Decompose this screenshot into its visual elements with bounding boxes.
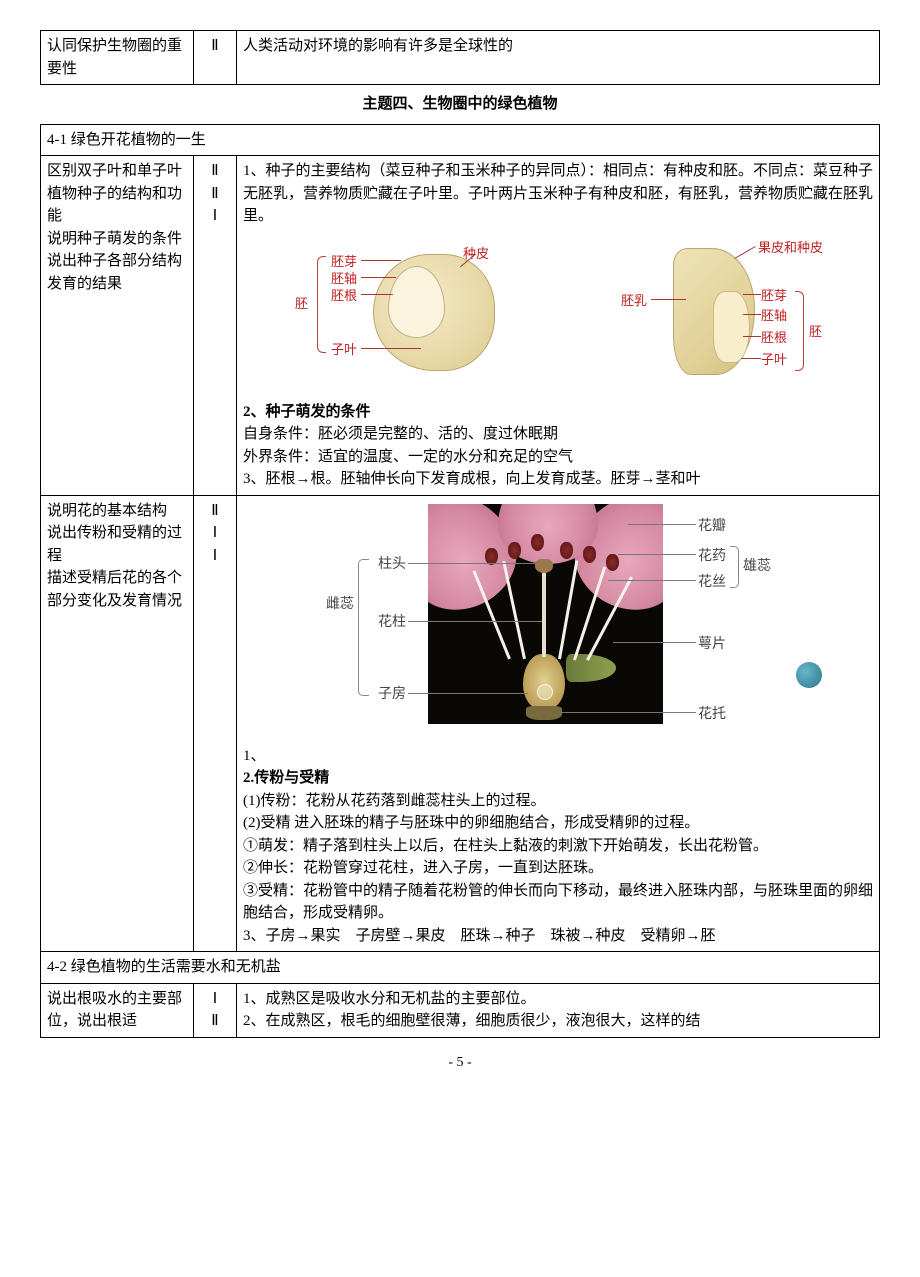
receptacle-shape: [526, 706, 562, 720]
section-4-1-row: 4-1 绿色开花植物的一生: [41, 124, 880, 156]
label-petal: 花瓣: [698, 516, 726, 537]
flower-n2c: ①萌发：精子落到柱头上以后，在柱头上黏液的刺激下开始萌发，长出花粉管。: [243, 835, 873, 858]
leader: [361, 277, 396, 278]
leader: [608, 580, 696, 581]
seed-levels: Ⅱ Ⅱ Ⅰ: [194, 156, 237, 496]
seed-p3: 3、胚根→根。胚轴伸长向下发育成根，向上发育成茎。胚芽→茎和叶: [243, 468, 873, 491]
label-stamen: 雄蕊: [743, 556, 771, 577]
anther: [606, 554, 619, 571]
brace-pistil: [358, 559, 369, 696]
section-4-2-title: 4-2 绿色植物的生活需要水和无机盐: [41, 952, 880, 984]
flower-n3: 3、子房→果实 子房壁→果皮 胚珠→种子 珠被→种皮 受精卵→胚: [243, 925, 873, 948]
root-content: 1、成熟区是吸收水分和无机盐的主要部位。 2、在成熟区，根毛的细胞壁很薄，细胞质…: [237, 983, 880, 1037]
leader: [734, 246, 755, 259]
flower-n2b: (2)受精 进入胚珠的精子与胚珠中的卵细胞结合，形成受精卵的过程。: [243, 812, 873, 835]
seed-row: 区别双子叶和单子叶植物种子的结构和功能 说明种子萌发的条件 说出种子各部分结构发…: [41, 156, 880, 496]
flower-n2t: 2.传粉与受精: [243, 767, 873, 790]
root-levels: Ⅰ Ⅱ: [194, 983, 237, 1037]
flower-n2a: (1)传粉：花粉从花药落到雌蕊柱头上的过程。: [243, 790, 873, 813]
leader: [408, 621, 542, 622]
leader: [361, 260, 401, 261]
row-biosphere: 认同保护生物圈的重要性 Ⅱ 人类活动对环境的影响有许多是全球性的: [41, 31, 880, 85]
leader: [743, 336, 761, 337]
seed-content: 1、种子的主要结构（菜豆种子和玉米种子的异同点）：相同点：有种皮和胚。不同点：菜…: [237, 156, 880, 496]
ovule-circle: [537, 684, 553, 700]
level-cell: Ⅱ: [194, 31, 237, 85]
anther: [583, 546, 596, 563]
leader: [628, 524, 696, 525]
root-p2: 2、在成熟区，根毛的细胞壁很薄，细胞质很少，液泡很大，这样的结: [243, 1010, 873, 1033]
ovary-shape: [523, 654, 565, 709]
leader: [361, 348, 421, 349]
leader: [743, 294, 761, 295]
seed-p2a: 自身条件：胚必须是完整的、活的、度过休眠期: [243, 423, 873, 446]
content-cell: 人类活动对环境的影响有许多是全球性的: [237, 31, 880, 85]
theme-row: 主题四、生物圈中的绿色植物: [41, 85, 880, 125]
label-endosperm: 胚乳: [621, 291, 647, 311]
style-shape: [542, 569, 546, 657]
label-embryo-corn: 胚: [809, 322, 822, 342]
stigma-shape: [535, 559, 553, 573]
root-row: 说出根吸水的主要部位，说出根适 Ⅰ Ⅱ 1、成熟区是吸收水分和无机盐的主要部位。…: [41, 983, 880, 1037]
seed-diagrams: 胚 胚芽 胚轴 胚根 子叶 种皮 果皮和种皮 胚乳: [243, 236, 873, 391]
leader: [618, 554, 696, 555]
label-ovary: 子房: [378, 684, 406, 705]
root-objectives: 说出根吸水的主要部位，说出根适: [41, 983, 194, 1037]
label-radicle: 胚根: [331, 286, 357, 306]
leader: [408, 563, 535, 564]
label-plumule-c: 胚芽: [761, 286, 787, 306]
label-pericarp: 果皮和种皮: [758, 238, 823, 258]
seed-objectives: 区别双子叶和单子叶植物种子的结构和功能 说明种子萌发的条件 说出种子各部分结构发…: [41, 156, 194, 496]
brace-stamen: [730, 546, 739, 588]
blue-dot-icon: [796, 662, 822, 688]
anther: [508, 542, 521, 559]
label-style: 花柱: [378, 612, 406, 633]
corn-seed-diagram: 果皮和种皮 胚乳 胚 胚芽 胚轴 胚根 子叶: [603, 236, 833, 391]
flower-n2d: ②伸长：花粉管穿过花柱，进入子房，一直到达胚珠。: [243, 857, 873, 880]
seed-p2-title: 2、种子萌发的条件: [243, 401, 873, 424]
label-stigma: 柱头: [378, 554, 406, 575]
anther: [560, 542, 573, 559]
label-embryo: 胚: [295, 294, 308, 314]
label-axis-c: 胚轴: [761, 306, 787, 326]
leader: [651, 299, 686, 300]
label-anther: 花药: [698, 546, 726, 567]
flower-row: 说明花的基本结构 说出传粉和受精的过程 描述受精后花的各个部分变化及发育情况 Ⅱ…: [41, 495, 880, 952]
label-pistil: 雌蕊: [326, 594, 354, 615]
page-number: - 5 -: [40, 1052, 880, 1073]
corn-embryo-region: [713, 291, 750, 363]
leader: [743, 314, 761, 315]
page-container: 认同保护生物圈的重要性 Ⅱ 人类活动对环境的影响有许多是全球性的 主题四、生物圈…: [40, 30, 880, 1073]
leader: [560, 712, 696, 713]
leader: [741, 358, 761, 359]
label-sepal: 萼片: [698, 634, 726, 655]
flower-diagram-wrap: 雌蕊 柱头 花柱 子房 花瓣 花药 花丝 雄蕊 萼片 花托: [243, 504, 873, 739]
label-cotyledon: 子叶: [331, 340, 357, 360]
label-filament: 花丝: [698, 572, 726, 593]
content-table: 认同保护生物圈的重要性 Ⅱ 人类活动对环境的影响有许多是全球性的 主题四、生物圈…: [40, 30, 880, 1038]
theme-title: 主题四、生物圈中的绿色植物: [47, 89, 874, 120]
leader: [408, 693, 528, 694]
flower-n2e: ③受精：花粉管中的精子随着花粉管的伸长而向下移动，最终进入胚珠内部，与胚珠里面的…: [243, 880, 873, 925]
label-radicle-c: 胚根: [761, 328, 787, 348]
seed-p1: 1、种子的主要结构（菜豆种子和玉米种子的异同点）：相同点：有种皮和胚。不同点：菜…: [243, 160, 873, 228]
seed-p2b: 外界条件：适宜的温度、一定的水分和充足的空气: [243, 446, 873, 469]
flower-content: 雌蕊 柱头 花柱 子房 花瓣 花药 花丝 雄蕊 萼片 花托: [237, 495, 880, 952]
flower-n1: 1、: [243, 745, 873, 768]
leader: [361, 294, 393, 295]
flower-levels: Ⅱ Ⅰ Ⅰ: [194, 495, 237, 952]
label-receptacle: 花托: [698, 704, 726, 725]
label-cotyledon-c: 子叶: [761, 350, 787, 370]
brace-embryo: [317, 256, 326, 353]
objective-cell: 认同保护生物圈的重要性: [41, 31, 194, 85]
root-p1: 1、成熟区是吸收水分和无机盐的主要部位。: [243, 988, 873, 1011]
anther: [531, 534, 544, 551]
bean-seed-diagram: 胚 胚芽 胚轴 胚根 子叶 种皮: [283, 236, 523, 391]
flower-diagram: 雌蕊 柱头 花柱 子房 花瓣 花药 花丝 雄蕊 萼片 花托: [308, 504, 808, 739]
section-4-1-title: 4-1 绿色开花植物的一生: [41, 124, 880, 156]
leader: [613, 642, 696, 643]
flower-objectives: 说明花的基本结构 说出传粉和受精的过程 描述受精后花的各个部分变化及发育情况: [41, 495, 194, 952]
section-4-2-row: 4-2 绿色植物的生活需要水和无机盐: [41, 952, 880, 984]
brace-embryo-corn: [795, 291, 804, 371]
